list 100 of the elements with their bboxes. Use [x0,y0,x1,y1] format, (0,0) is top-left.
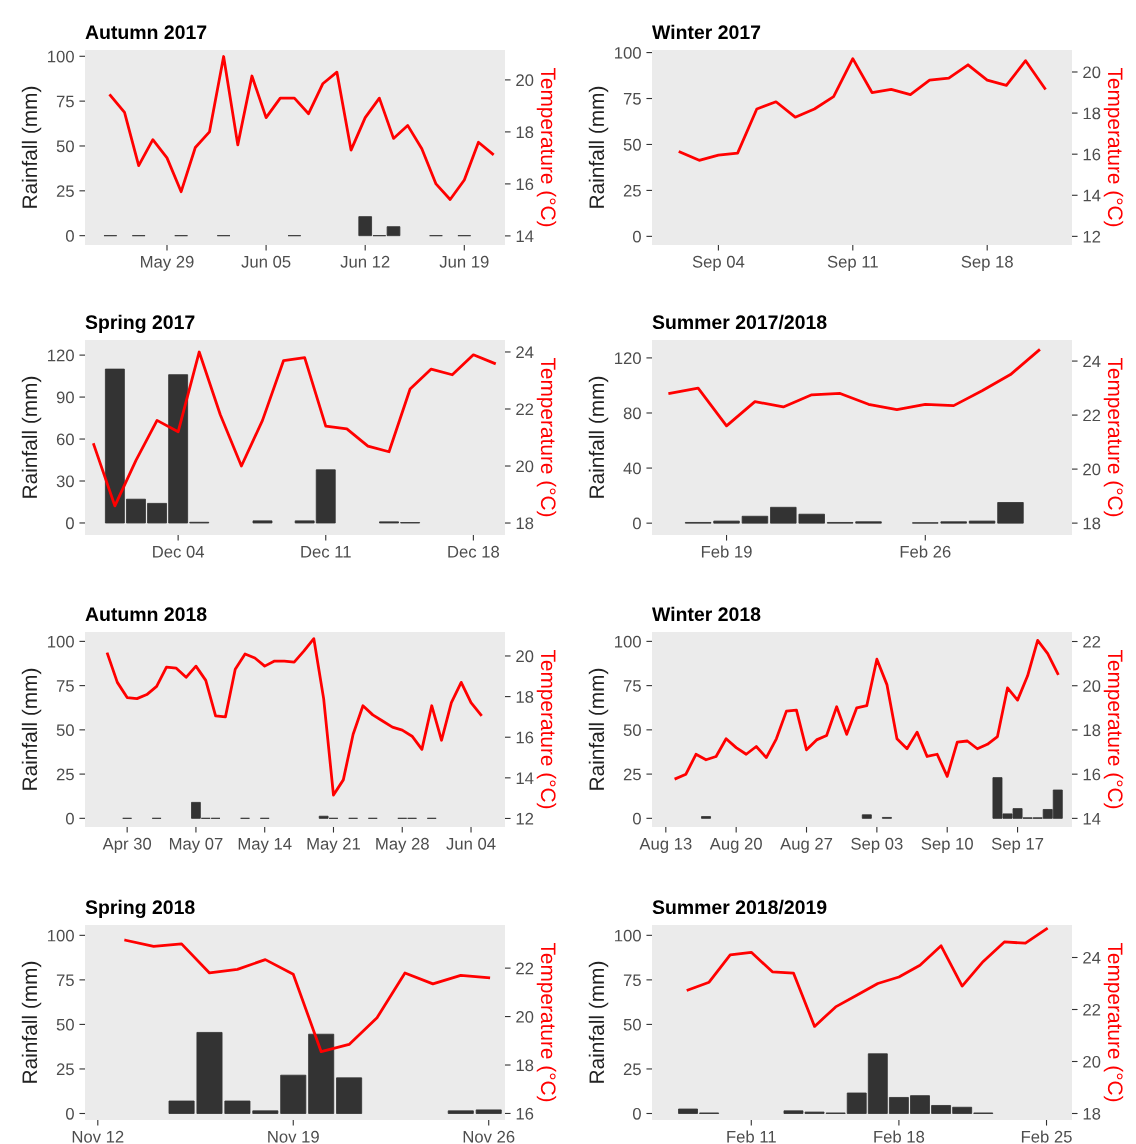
y2-tick-label: 20 [1083,463,1101,476]
bar [336,1077,363,1114]
line-series [674,639,1060,780]
x-tick-label: May 29 [141,255,194,271]
y-tick-label: 75 [56,95,74,108]
y2-tick-label: 20 [516,650,534,663]
x-tick-label: Nov 26 [463,1130,515,1143]
y2-tick-label: 20 [1083,680,1101,692]
y2-tick-label: 16 [1083,148,1101,161]
y2-tick-label: 18 [1083,517,1101,530]
y-tick-label: 0 [65,230,74,242]
x-tick-label: Aug 20 [709,837,762,853]
x-tick-label: Jun 12 [340,255,390,268]
y2-axis-title: Temperature (°C) [1103,649,1124,809]
y-tick-label: 75 [56,974,74,987]
x-tick-label: Jun 04 [446,837,496,850]
chart-title: Winter 2018 [652,606,761,622]
y-tick-label: 100 [48,50,74,63]
y-tick-label: 90 [56,391,74,404]
y2-tick-label: 16 [1083,768,1101,781]
x-tick-label: Sep 04 [692,255,745,271]
y2-tick-label: 18 [516,517,534,530]
y2-axis-title: Temperature (°C) [1103,67,1124,227]
line-series [686,927,1048,1028]
y-tick-label: 25 [623,768,641,781]
y2-tick-label: 20 [1083,66,1101,79]
y-tick-label: 25 [56,185,74,198]
y2-axis-title: Temperature (°C) [536,942,557,1102]
y-tick-label: 100 [615,929,641,942]
line-series [124,938,491,1054]
y-tick-label: 75 [623,93,641,105]
y2-tick-label: 22 [1083,409,1101,422]
x-tick-label: Sep 10 [921,837,973,853]
y2-tick-label: 18 [516,126,534,139]
y2-tick-label: 16 [516,1107,534,1120]
y2-tick-label: 18 [1083,724,1101,737]
y2-tick-label: 22 [1083,635,1101,648]
y-tick-label: 50 [623,1018,641,1031]
y-tick-label: 75 [623,680,641,692]
y-tick-label: 0 [65,812,74,825]
y-tick-label: 75 [623,974,641,987]
y2-tick-label: 14 [516,230,534,242]
y2-tick-label: 24 [516,346,534,359]
x-tick-label: Apr 30 [102,837,152,853]
chart-title: Spring 2017 [85,314,195,334]
x-tick-label: Dec 11 [301,546,351,558]
y-tick-label: 0 [65,517,74,530]
y-tick-label: 50 [623,724,641,737]
y-tick-label: 100 [615,635,641,648]
y-tick-label: 25 [623,1063,641,1076]
x-tick-label: Jun 19 [439,255,489,268]
y-axis-title: Rainfall (mm) [21,961,42,1083]
y-tick-label: 50 [56,724,74,737]
y-tick-label: 75 [56,680,74,692]
y-tick-label: 0 [632,812,641,825]
y2-tick-label: 14 [516,772,534,784]
x-tick-label: Feb 25 [1021,1130,1072,1143]
y-tick-label: 0 [632,1107,641,1120]
bar [861,814,872,819]
chart-title: Winter 2017 [652,24,761,40]
y2-tick-label: 16 [516,178,534,191]
y-tick-label: 25 [623,184,641,197]
y2-tick-label: 18 [516,690,534,703]
x-tick-label: Aug 27 [780,837,833,853]
y2-axis-title: Temperature (°C) [1103,942,1124,1102]
y2-tick-label: 20 [516,460,534,473]
x-tick-label: Nov 19 [268,1130,319,1143]
y-tick-label: 60 [56,433,74,446]
y-tick-label: 120 [48,349,74,362]
y2-tick-label: 14 [1083,189,1101,202]
y-tick-label: 100 [615,46,641,59]
x-tick-label: Feb 26 [900,545,951,558]
y-tick-label: 25 [56,1063,74,1076]
chart-title: Summer 2017/2018 [652,314,827,330]
y2-axis-title: Temperature (°C) [1103,357,1124,517]
x-tick-label: Feb 19 [701,545,752,558]
y2-axis-title: Temperature (°C) [536,67,557,227]
y-tick-label: 120 [615,352,641,365]
chart-title: Spring 2018 [85,899,195,919]
y2-tick-label: 12 [1083,230,1101,243]
y-tick-label: 40 [623,462,641,475]
y-tick-label: 30 [56,475,74,488]
bar [308,1033,335,1114]
y-tick-label: 50 [56,140,74,153]
y-tick-label: 50 [56,1018,74,1031]
y-tick-label: 0 [632,230,641,243]
y-tick-label: 100 [48,929,74,942]
y2-tick-label: 18 [1083,1107,1101,1120]
bar [252,520,273,524]
y2-tick-label: 22 [516,962,534,975]
x-tick-label: Sep 03 [851,837,903,853]
y-tick-label: 0 [65,1107,74,1120]
x-tick-label: May 07 [169,837,223,853]
x-tick-label: Jun 05 [241,255,291,268]
y2-axis-title: Temperature (°C) [536,357,557,517]
y-axis-title: Rainfall (mm) [21,86,42,208]
y-tick-label: 100 [48,635,74,648]
y-axis-title: Rainfall (mm) [588,376,609,498]
x-tick-label: Aug 13 [639,837,692,853]
chart-title: Summer 2018/2019 [652,899,827,915]
